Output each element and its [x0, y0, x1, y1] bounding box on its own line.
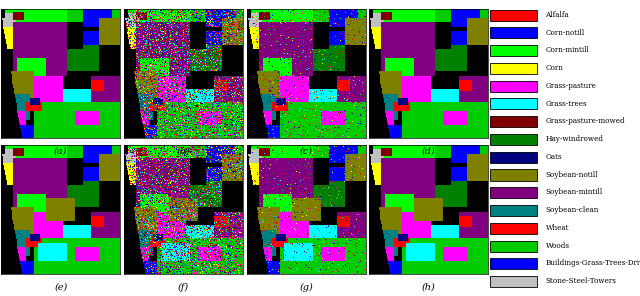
Text: (d): (d) [422, 147, 436, 155]
Bar [490, 63, 537, 74]
Text: (b): (b) [177, 147, 190, 155]
Text: (h): (h) [422, 283, 436, 292]
Text: Corn: Corn [545, 64, 563, 72]
Bar [490, 28, 537, 38]
Bar [490, 187, 537, 198]
Text: Woods: Woods [545, 242, 570, 250]
Text: (e): (e) [54, 283, 67, 292]
Bar [490, 241, 537, 252]
Bar [490, 258, 537, 269]
Bar [490, 205, 537, 216]
Text: Grass-trees: Grass-trees [545, 99, 587, 108]
Text: Grass-pasture-mowed: Grass-pasture-mowed [545, 117, 625, 126]
Text: (a): (a) [54, 147, 67, 155]
Text: Soybean-mintill: Soybean-mintill [545, 188, 603, 197]
Text: Alfalfa: Alfalfa [545, 11, 570, 19]
Text: Corn-mintill: Corn-mintill [545, 46, 589, 54]
Bar [490, 170, 537, 181]
Bar [490, 223, 537, 234]
Text: Soybean-notill: Soybean-notill [545, 170, 598, 179]
Text: Grass-pasture: Grass-pasture [545, 82, 596, 90]
Bar [490, 134, 537, 145]
Bar [490, 116, 537, 127]
Text: Stone-Steel-Towers: Stone-Steel-Towers [545, 277, 616, 285]
Text: Buildings-Grass-Trees-Drives: Buildings-Grass-Trees-Drives [545, 259, 640, 268]
Text: Wheat: Wheat [545, 224, 569, 232]
Bar [490, 276, 537, 287]
Text: (f): (f) [178, 283, 189, 292]
Text: Corn-notill: Corn-notill [545, 28, 585, 37]
Bar [490, 45, 537, 56]
Text: Oats: Oats [545, 153, 562, 161]
Bar [490, 152, 537, 163]
Text: (c): (c) [300, 147, 313, 155]
Bar [490, 10, 537, 21]
Text: (g): (g) [300, 283, 313, 292]
Text: Hay-windrowed: Hay-windrowed [545, 135, 604, 143]
Bar [490, 99, 537, 110]
Bar [490, 81, 537, 92]
Text: Soybean-clean: Soybean-clean [545, 206, 599, 214]
